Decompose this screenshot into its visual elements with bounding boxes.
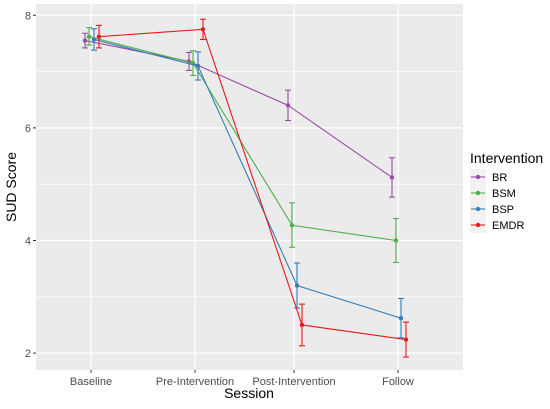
data-point (389, 175, 395, 180)
series-br (82, 32, 395, 198)
legend-key-point (475, 222, 481, 228)
legend-title: Intervention (470, 150, 543, 166)
legend-label: BSM (492, 188, 516, 200)
legend-label: EMDR (492, 220, 524, 232)
series-bsm (86, 27, 399, 264)
data-point (96, 34, 102, 39)
legend-key-point (475, 190, 481, 196)
series-line (93, 38, 402, 319)
data-point (299, 322, 305, 328)
legend-key-point (475, 174, 481, 180)
series-line (98, 28, 407, 341)
panel-background (36, 4, 463, 370)
series-layer (82, 18, 409, 358)
legend-key (470, 185, 486, 201)
y-tick-label: 2 (25, 348, 31, 360)
legend: Intervention BR BSM BSP EMDR (470, 150, 543, 233)
x-tick-label: Baseline (70, 376, 112, 388)
series-bsp (91, 28, 404, 339)
x-tick-label: Post-Intervention (252, 376, 335, 388)
legend-key (470, 169, 486, 185)
grid-layer (36, 4, 463, 370)
data-point (398, 315, 404, 321)
data-point (285, 103, 291, 108)
data-point (200, 27, 206, 32)
x-tick-label: Follow (382, 376, 414, 388)
data-point (86, 34, 92, 39)
legend-key (470, 217, 486, 233)
legend-key-point (475, 206, 481, 212)
data-point (294, 283, 300, 288)
data-point (195, 63, 201, 69)
axis-layer: 2 4 6 8 Baseline Pre-Intervention Post-Interve… (25, 10, 414, 388)
data-point (91, 37, 97, 42)
series-line (88, 36, 397, 242)
data-point (289, 223, 295, 228)
x-axis-title: Session (224, 385, 274, 401)
legend-label: BR (492, 172, 507, 184)
data-point (393, 238, 399, 243)
y-tick-label: 8 (25, 10, 31, 22)
series-line (84, 40, 393, 178)
legend-key (470, 201, 486, 217)
y-tick-label: 4 (25, 235, 31, 247)
data-point (82, 38, 88, 43)
y-tick-label: 6 (25, 123, 31, 135)
legend-label: BSP (492, 204, 514, 216)
data-point (403, 337, 409, 342)
x-tick-label: Pre-Intervention (156, 376, 234, 388)
y-axis-title: SUD Score (3, 152, 19, 222)
series-emdr (96, 18, 409, 358)
